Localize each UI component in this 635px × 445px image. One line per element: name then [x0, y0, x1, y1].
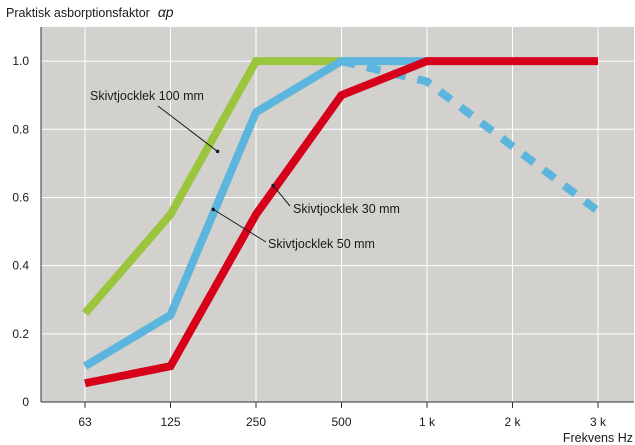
annotation-leader	[272, 185, 291, 207]
x-tick-label: 1 k	[419, 415, 436, 429]
x-tick-label: 2 k	[504, 415, 521, 429]
grid-lines	[41, 27, 634, 402]
annotation-label: Skivtjocklek 50 mm	[268, 237, 375, 251]
y-tick-label: 0.6	[12, 190, 29, 204]
y-tick-label: 0.8	[12, 122, 29, 136]
series-line-4	[84, 57, 598, 388]
annotation-leader	[157, 105, 218, 152]
x-tick-label: 125	[160, 415, 180, 429]
x-axis-label: Frekvens Hz	[563, 431, 633, 445]
annotations: Skivtjocklek 100 mm Skivtjocklek 30 mm Ski…	[90, 89, 400, 251]
series-line-dashed	[340, 57, 601, 215]
plot-area	[41, 27, 634, 402]
y-tick-label: 0.4	[12, 259, 29, 273]
x-tick-label: 3 k	[590, 415, 607, 429]
y-tick-label: 0.2	[12, 327, 29, 341]
annotation-dot	[211, 207, 216, 212]
tick-labels: 0 0.2 0.4 0.6 0.8 1.0 63 125 250 500 1 k 2 k 3 k	[12, 54, 607, 429]
series-group	[81, 57, 601, 388]
x-tick-label: 250	[246, 415, 266, 429]
annotation-label: Skivtjocklek 100 mm	[90, 89, 204, 103]
annotation-label: Skivtjocklek 30 mm	[293, 202, 400, 216]
axes	[40, 27, 634, 403]
series-line-2	[82, 57, 427, 370]
annotation-dot	[215, 149, 220, 154]
y-tick-label: 1.0	[12, 54, 29, 68]
x-tick-label: 500	[331, 415, 351, 429]
x-tick-label: 63	[78, 415, 92, 429]
annotation-dot	[271, 183, 275, 188]
series-line-1	[81, 57, 342, 316]
chart-title: Praktisk asborptionsfaktor αp	[6, 4, 174, 20]
y-tick-label: 0	[22, 395, 29, 409]
annotation-leader	[212, 208, 267, 243]
